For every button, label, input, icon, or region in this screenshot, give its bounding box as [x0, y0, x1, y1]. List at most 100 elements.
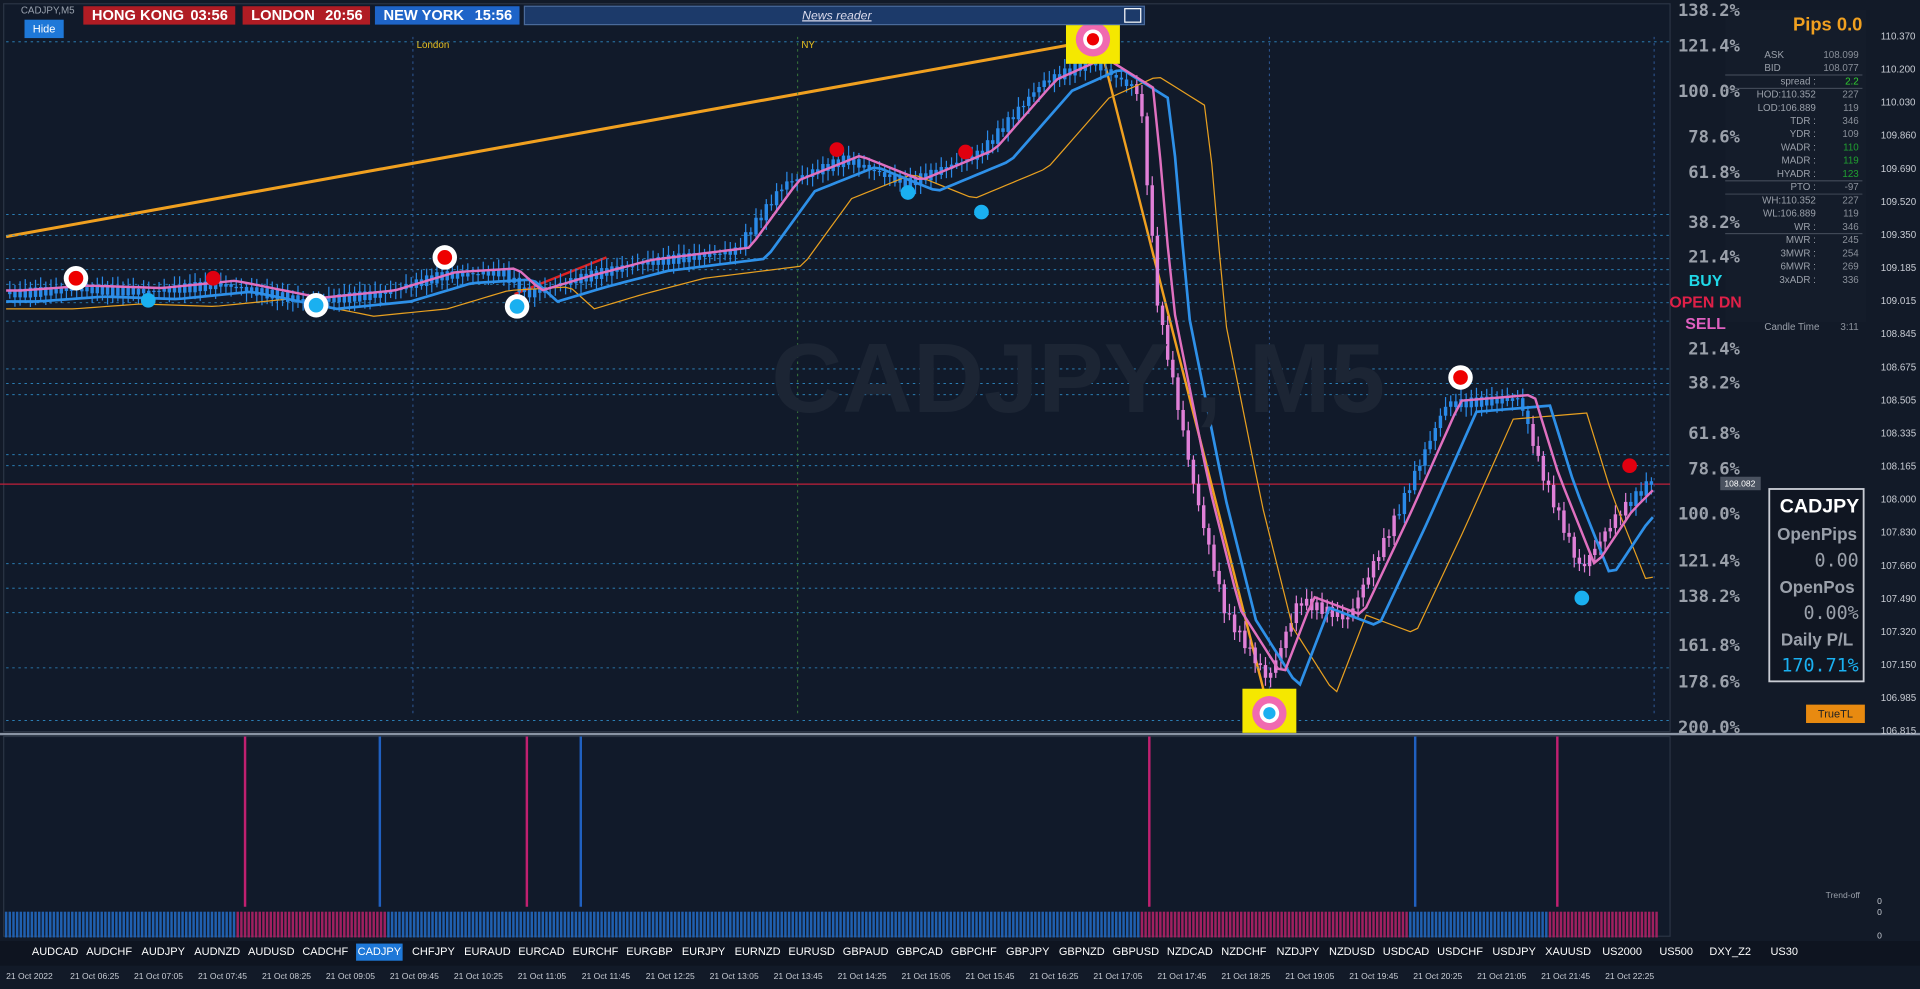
- symbol-tab[interactable]: AUDUSD: [248, 946, 295, 958]
- symbol-tab[interactable]: US30: [1770, 946, 1798, 958]
- stat-value: 123: [1842, 169, 1859, 180]
- fib-label: 161.8%: [1678, 636, 1741, 656]
- trend-stripe: [269, 911, 273, 938]
- symbol-tab[interactable]: US2000: [1602, 946, 1642, 958]
- candle-body: [1027, 96, 1031, 106]
- candle-body: [1083, 59, 1088, 71]
- trend-stripe: [181, 911, 184, 938]
- symbol-tab[interactable]: NZDJPY: [1277, 946, 1320, 958]
- candle-body: [934, 169, 938, 175]
- symbol-tab[interactable]: DXY_Z2: [1709, 946, 1751, 958]
- symbol-tab[interactable]: CADCHF: [302, 946, 348, 958]
- symbol-tab[interactable]: AUDNZD: [194, 946, 240, 958]
- trend-stripe: [1545, 911, 1548, 938]
- price-label: 109.520: [1881, 197, 1917, 208]
- trend-stripe: [1578, 911, 1581, 938]
- candle-body: [1145, 116, 1149, 186]
- trend-stripe: [1504, 911, 1508, 938]
- trend-stripe: [1438, 911, 1441, 938]
- symbol-tab[interactable]: EURCHF: [573, 946, 619, 958]
- trend-stripe: [1037, 911, 1041, 938]
- candle-body: [1057, 74, 1062, 80]
- stat-label: Candle Time: [1764, 322, 1820, 333]
- symbol-tab[interactable]: USDCHF: [1437, 946, 1483, 958]
- symbol-tab[interactable]: CADJPY: [358, 946, 402, 958]
- trend-stripe: [773, 911, 776, 938]
- stat-label: 6MWR :: [1780, 262, 1815, 273]
- candle-body: [229, 284, 233, 287]
- candle-body: [965, 156, 969, 163]
- symbol-tab[interactable]: CHFJPY: [412, 946, 455, 958]
- symbol-tab[interactable]: GBPCHF: [951, 946, 997, 958]
- symbol-tab[interactable]: GBPCAD: [896, 946, 943, 958]
- trend-stripe: [1317, 911, 1320, 938]
- stat-value: 245: [1842, 235, 1859, 246]
- symbol-tab[interactable]: XAUUSD: [1545, 946, 1591, 958]
- trend-stripe: [173, 911, 177, 938]
- candle-body: [749, 232, 753, 235]
- hide-button[interactable]: [24, 19, 64, 39]
- candle-body: [1284, 631, 1288, 649]
- symbol-tab[interactable]: AUDCHF: [86, 946, 132, 958]
- candle-body: [785, 181, 789, 190]
- close-button[interactable]: [1124, 8, 1142, 23]
- news-bar[interactable]: [523, 5, 1146, 26]
- symbol-tab[interactable]: GBPJPY: [1006, 946, 1050, 958]
- symbol-tab[interactable]: EURGBP: [626, 946, 673, 958]
- symbol-tab[interactable]: NZDCHF: [1221, 946, 1267, 958]
- trend-stripe: [1537, 911, 1541, 938]
- truetl-button[interactable]: [1806, 704, 1865, 724]
- symbol-tab[interactable]: USDCAD: [1383, 946, 1430, 958]
- candle-body: [1330, 606, 1335, 617]
- active-tab[interactable]: [356, 943, 403, 961]
- candle-body: [1037, 87, 1041, 93]
- symbol-tab[interactable]: EURCAD: [518, 946, 565, 958]
- candle-body: [718, 253, 722, 255]
- symbol-tab[interactable]: US500: [1659, 946, 1693, 958]
- trend-stripe: [1552, 911, 1555, 938]
- symbol-tab[interactable]: USDJPY: [1492, 946, 1536, 958]
- candle-body: [872, 169, 877, 172]
- trend-stripe: [1236, 911, 1239, 938]
- candle-body: [507, 268, 511, 283]
- candle-body: [157, 290, 161, 293]
- symbol-tab[interactable]: GBPAUD: [843, 946, 889, 958]
- trend-stripe: [1368, 911, 1372, 938]
- candle-body: [1474, 397, 1479, 407]
- trend-stripe: [306, 911, 309, 938]
- trend-stripe: [1081, 911, 1085, 938]
- symbol-tab[interactable]: NZDUSD: [1329, 946, 1375, 958]
- trend-stripe: [1103, 911, 1107, 938]
- trend-stripe: [1442, 911, 1445, 938]
- symbol-tab[interactable]: EURJPY: [682, 946, 726, 958]
- candle-body: [908, 177, 913, 188]
- symbol-tab[interactable]: GBPNZD: [1059, 946, 1105, 958]
- trend-stripe: [1478, 911, 1482, 938]
- trend-stripe: [1302, 911, 1305, 938]
- candle-body: [54, 287, 58, 294]
- candle-body: [85, 287, 89, 292]
- trend-stripe: [530, 911, 533, 938]
- trend-stripe: [1456, 911, 1460, 938]
- symbol-tab[interactable]: AUDJPY: [141, 946, 185, 958]
- trend-stripe: [1596, 911, 1599, 938]
- candle-body: [1551, 484, 1556, 508]
- symbol-tab[interactable]: AUDCAD: [32, 946, 79, 958]
- trend-stripe: [626, 911, 629, 938]
- trend-stripe: [578, 911, 581, 938]
- fib-label: 121.4%: [1678, 551, 1741, 571]
- symbol-tab[interactable]: NZDCAD: [1167, 946, 1213, 958]
- candle-body: [1263, 665, 1268, 678]
- trend-stripe: [515, 911, 519, 938]
- trend-stripe: [1092, 911, 1096, 938]
- buy-dot: [1574, 590, 1590, 606]
- symbol-tab[interactable]: GBPUSD: [1113, 946, 1160, 958]
- trend-stripe: [648, 911, 651, 938]
- symbol-tab[interactable]: EURAUD: [464, 946, 511, 958]
- stat-value: 119: [1843, 103, 1859, 114]
- symbol-tab[interactable]: EURUSD: [788, 946, 835, 958]
- candle-body: [857, 159, 861, 168]
- price-label: 110.030: [1881, 98, 1916, 109]
- symbol-tab[interactable]: EURNZD: [735, 946, 781, 958]
- price-label: 108.335: [1881, 428, 1917, 439]
